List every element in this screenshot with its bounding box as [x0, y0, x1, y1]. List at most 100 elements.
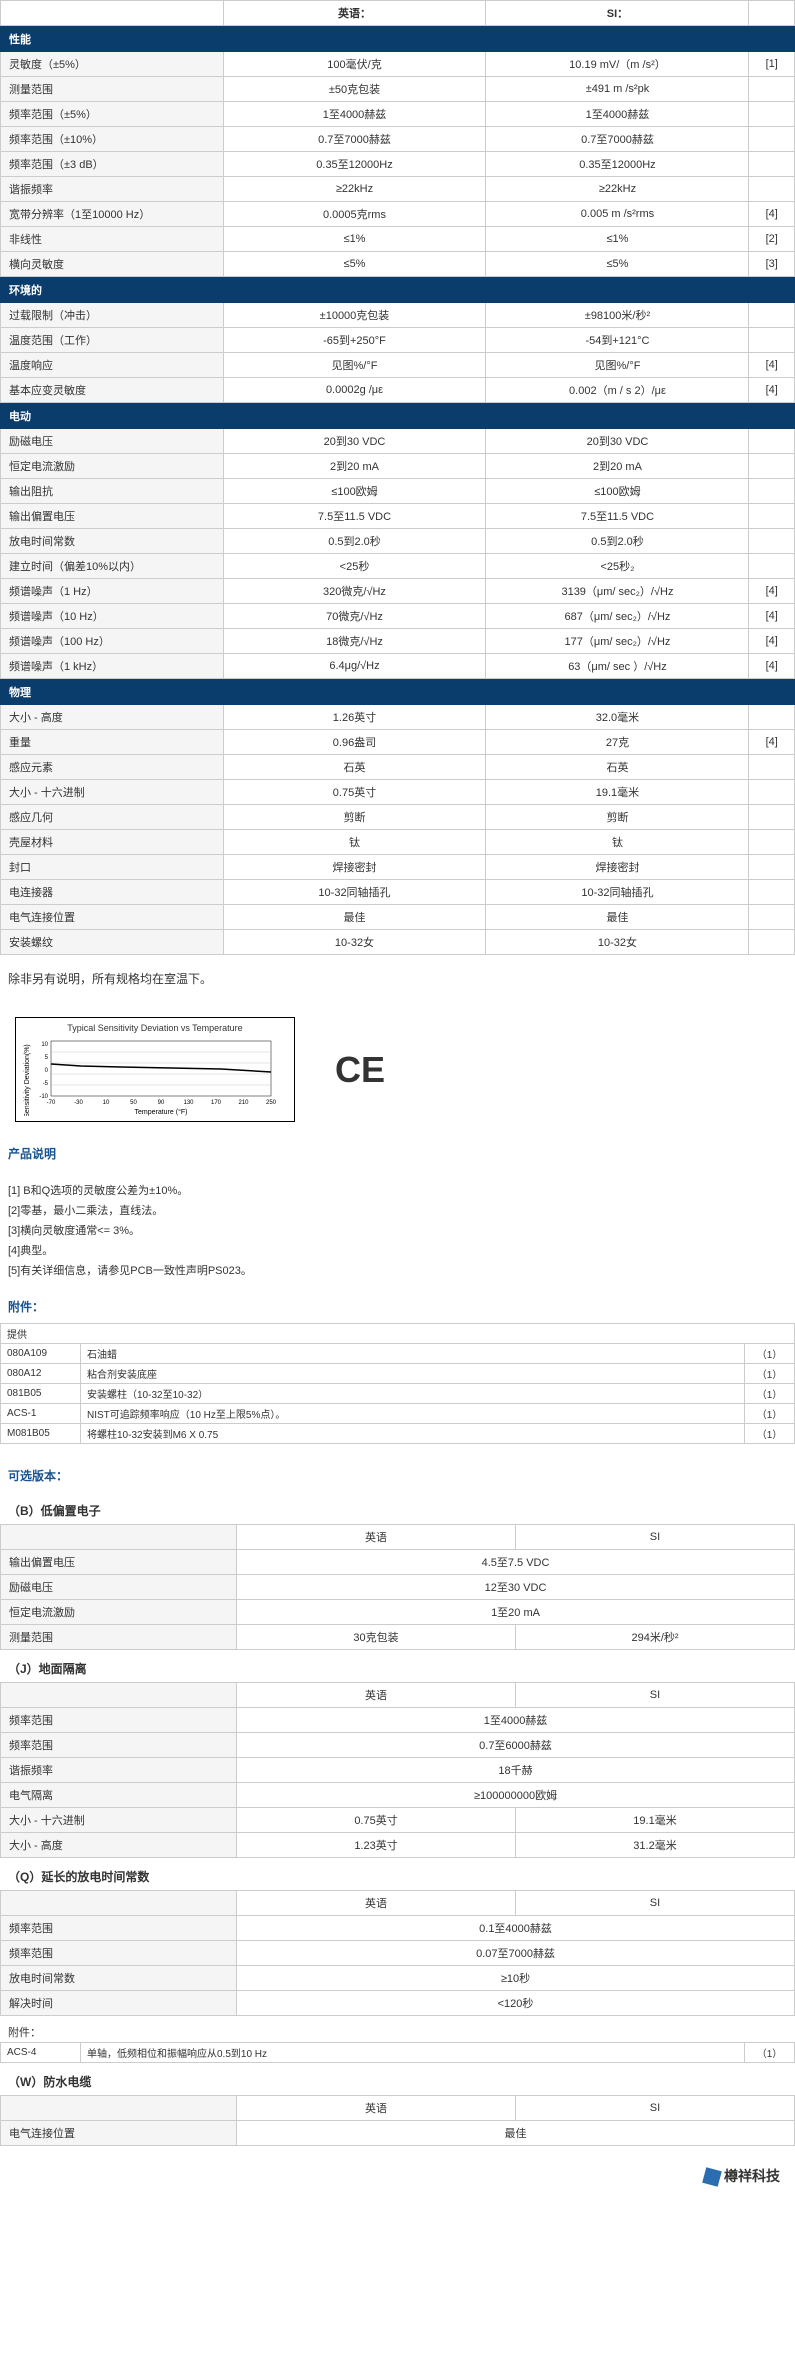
si-value: 1至4000赫兹	[486, 102, 749, 127]
svg-text:0: 0	[45, 1068, 49, 1074]
version-table: 英语 SI 输出偏置电压 4.5至7.5 VDC 励磁电压 12至30 VDC …	[0, 1524, 795, 1650]
english-value: 100毫伏/克	[223, 52, 486, 77]
spec-row: 输出阻抗 ≤100欧姆 ≤100欧姆	[1, 479, 795, 504]
spec-table: 英语： SI：	[0, 0, 795, 26]
svg-text:50: 50	[130, 1100, 137, 1106]
param-label: 谐振频率	[1, 177, 224, 202]
si-value: 0.7至7000赫兹	[486, 127, 749, 152]
si-value: 63（μm/ sec ）/√Hz	[486, 654, 749, 679]
param-label: 温度范围（工作）	[1, 328, 224, 353]
param-label: 频谱噪声（1 kHz）	[1, 654, 224, 679]
version-row: 大小 - 十六进制 0.75英寸 19.1毫米	[1, 1808, 795, 1833]
param-label: 电连接器	[1, 880, 224, 905]
svg-text:10: 10	[103, 1100, 110, 1106]
param-label: 频谱噪声（100 Hz）	[1, 629, 224, 654]
spec-row: 测量范围 ±50克包装 ±491 m /s²pk	[1, 77, 795, 102]
english-header: 英语	[237, 2096, 516, 2121]
ref-note	[749, 177, 795, 202]
svg-text:10: 10	[41, 1042, 48, 1048]
si-value: 687（μm/ sec₂）/√Hz	[486, 604, 749, 629]
english-value: 0.7至7000赫兹	[223, 127, 486, 152]
version-row: 放电时间常数 ≥10秒	[1, 1966, 795, 1991]
ref-note	[749, 479, 795, 504]
ref-note	[749, 705, 795, 730]
english-value: 0.35至12000Hz	[223, 152, 486, 177]
spec-row: 电气连接位置 最佳 最佳	[1, 905, 795, 930]
ref-note: [3]	[749, 252, 795, 277]
spec-row: 频率范围（±3 dB） 0.35至12000Hz 0.35至12000Hz	[1, 152, 795, 177]
english-value: 0.0002g /με	[223, 378, 486, 403]
room-temp-note: 除非另有说明，所有规格均在室温下。	[0, 955, 795, 1002]
chart-ylabel: Sensitivity Deviation(%)	[24, 1044, 31, 1116]
si-value: 剪断	[486, 805, 749, 830]
param-label: 测量范围	[1, 77, 224, 102]
footer-logo: 樽祥科技	[0, 2146, 795, 2196]
english-value: ±10000克包装	[223, 303, 486, 328]
english-value: 0.75英寸	[223, 780, 486, 805]
svg-text:-5: -5	[43, 1081, 49, 1087]
english-value: 320微克/√Hz	[223, 579, 486, 604]
param-label: 建立时间（偏差10%以内）	[1, 554, 224, 579]
si-value: 7.5至11.5 VDC	[486, 504, 749, 529]
si-value: 10.19 mV/（m /s²）	[486, 52, 749, 77]
section-header: 电动	[1, 404, 795, 429]
ref-note	[749, 905, 795, 930]
english-value: 剪断	[223, 805, 486, 830]
version-title: （B）低偏置电子	[0, 1492, 795, 1524]
param-label: 输出偏置电压	[1, 504, 224, 529]
spec-row: 频率范围（±5%） 1至4000赫兹 1至4000赫兹	[1, 102, 795, 127]
version-row: 恒定电流激励 1至20 mA	[1, 1600, 795, 1625]
ref-note	[749, 880, 795, 905]
english-value: 6.4μg/√Hz	[223, 654, 486, 679]
ref-note	[749, 303, 795, 328]
si-value: 焊接密封	[486, 855, 749, 880]
accessory-row: M081B05将螺柱10-32安装到M6 X 0.75（1）	[1, 1424, 795, 1444]
param-label: 放电时间常数	[1, 529, 224, 554]
si-value: ≥22kHz	[486, 177, 749, 202]
ref-note	[749, 805, 795, 830]
accessory-row: 080A109石油蜡（1）	[1, 1344, 795, 1364]
ce-mark: CE	[335, 1049, 385, 1091]
english-value: ≥22kHz	[223, 177, 486, 202]
version-row: 输出偏置电压 4.5至7.5 VDC	[1, 1550, 795, 1575]
version-row: 电气连接位置 最佳	[1, 2121, 795, 2146]
chart-ce-section: Typical Sensitivity Deviation vs Tempera…	[0, 1002, 795, 1137]
si-value: 32.0毫米	[486, 705, 749, 730]
spec-row: 放电时间常数 0.5到2.0秒 0.5到2.0秒	[1, 529, 795, 554]
param-label: 过载限制（冲击）	[1, 303, 224, 328]
svg-text:170: 170	[211, 1100, 222, 1106]
ref-note: [4]	[749, 579, 795, 604]
spec-row: 电连接器 10-32同轴插孔 10-32同轴插孔	[1, 880, 795, 905]
si-value: ±98100米/秒²	[486, 303, 749, 328]
spec-row: 励磁电压 20到30 VDC 20到30 VDC	[1, 429, 795, 454]
spec-row: 大小 - 十六进制 0.75英寸 19.1毫米	[1, 780, 795, 805]
ref-note: [4]	[749, 730, 795, 755]
english-value: ≤1%	[223, 227, 486, 252]
ref-note: [2]	[749, 227, 795, 252]
svg-text:90: 90	[158, 1100, 165, 1106]
ref-note	[749, 554, 795, 579]
q-accessories-table: ACS-4单轴，低频相位和振幅响应从0.5到10 Hz（1）	[0, 2042, 795, 2063]
note-line: [2]零基，最小二乘法，直线法。	[8, 1202, 787, 1218]
accessories-table: 提供 080A109石油蜡（1）080A12粘合剂安装底座（1）081B05安装…	[0, 1323, 795, 1444]
spec-row: 感应几何 剪断 剪断	[1, 805, 795, 830]
si-value: 19.1毫米	[486, 780, 749, 805]
ref-note: [4]	[749, 202, 795, 227]
ref-note	[749, 152, 795, 177]
version-row: 频率范围 0.07至7000赫兹	[1, 1941, 795, 1966]
spec-row: 安装螺纹 10-32女 10-32女	[1, 930, 795, 955]
si-header: SI	[516, 1891, 795, 1916]
param-label: 宽带分辨率（1至10000 Hz）	[1, 202, 224, 227]
ref-note	[749, 328, 795, 353]
ref-note	[749, 755, 795, 780]
param-label: 励磁电压	[1, 429, 224, 454]
si-value: 0.5到2.0秒	[486, 529, 749, 554]
si-value: 27克	[486, 730, 749, 755]
section-header: 性能	[1, 27, 795, 52]
english-value: 70微克/√Hz	[223, 604, 486, 629]
optional-versions-title: 可选版本：	[0, 1459, 795, 1492]
si-value: ≤5%	[486, 252, 749, 277]
svg-text:5: 5	[45, 1055, 49, 1061]
note-line: [3]横向灵敏度通常<= 3%。	[8, 1222, 787, 1238]
english-value: 20到30 VDC	[223, 429, 486, 454]
